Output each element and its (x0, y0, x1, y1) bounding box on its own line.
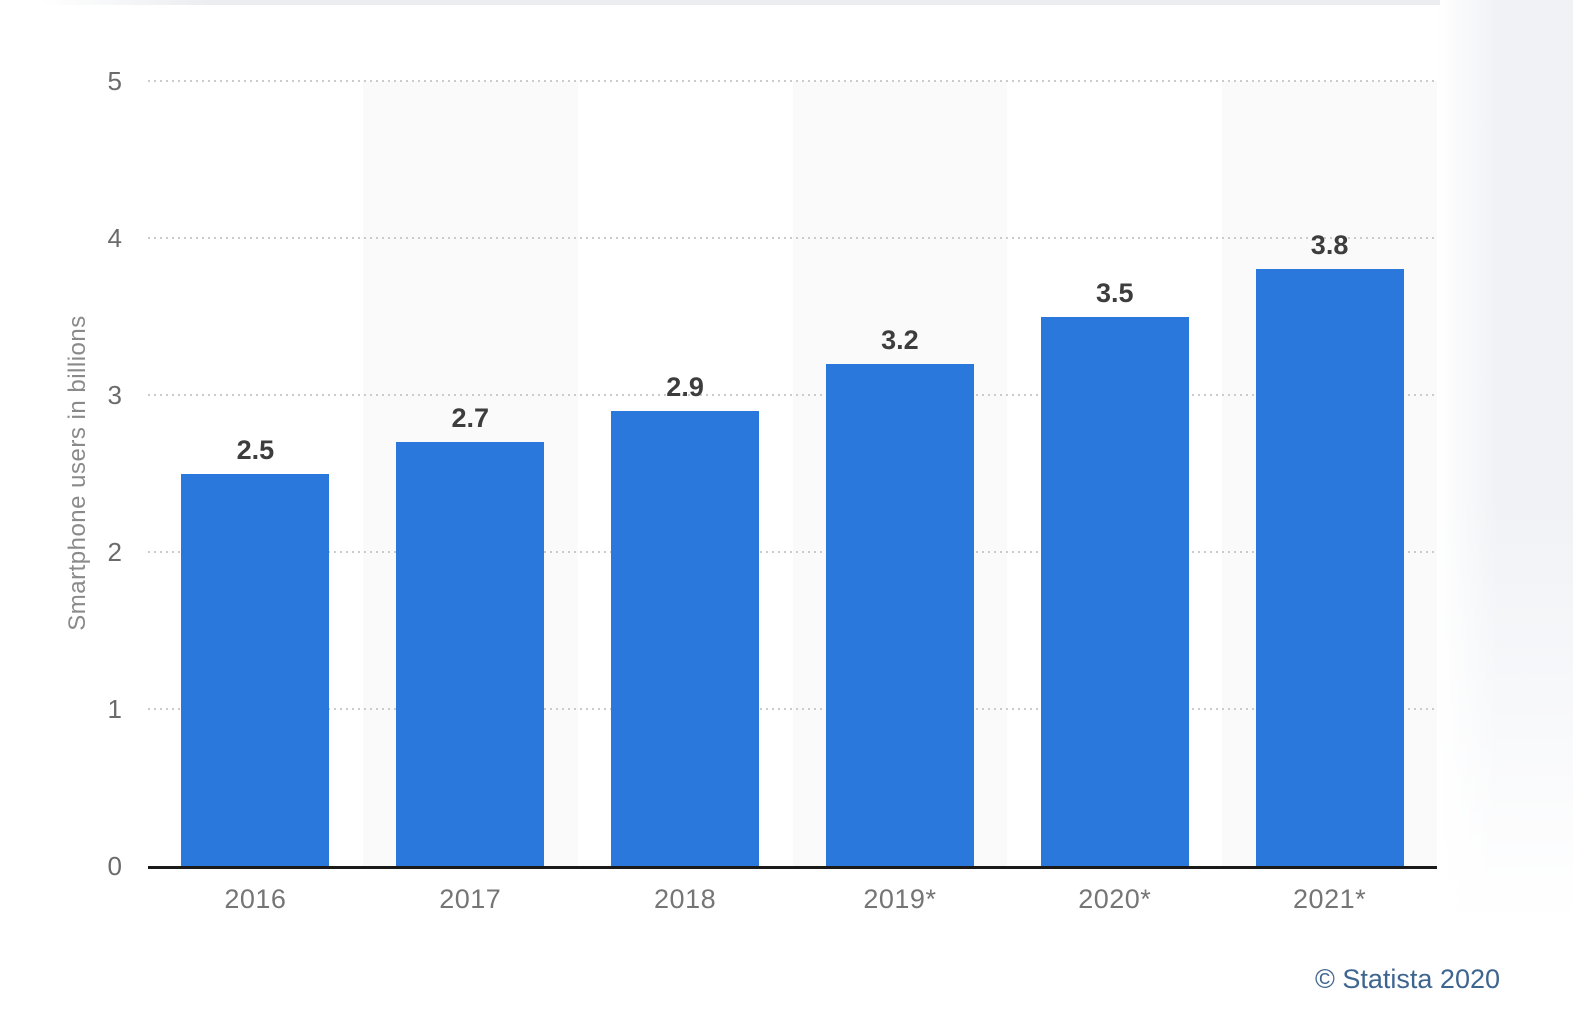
y-tick-label: 0 (107, 851, 122, 881)
chart-toolbar (1437, 0, 1573, 560)
y-axis-title: Smartphone users in billions (64, 315, 91, 631)
top-edge-shadow (40, 0, 1440, 5)
y-tick-label: 3 (107, 380, 122, 410)
x-tick-label: 2016 (224, 884, 287, 914)
value-label: 3.2 (881, 324, 919, 355)
bar-2017 (396, 442, 545, 866)
y-tick-label: 2 (107, 537, 122, 567)
bar-2016 (181, 473, 330, 866)
y-tick-label: 5 (107, 66, 122, 96)
gridline (148, 394, 1437, 396)
value-label: 2.9 (666, 371, 704, 402)
toolbar-background-strip (1437, 0, 1573, 960)
x-tick-label: 2018 (654, 884, 717, 914)
value-label: 3.8 (1310, 230, 1349, 261)
plot-area: 2.5 2.7 2.9 3.2 3.5 3.8 (148, 80, 1437, 866)
y-tick-label: 1 (107, 694, 122, 724)
x-tick-label: 2019* (863, 884, 937, 914)
x-tick-label: 2021* (1293, 884, 1367, 914)
y-tick-label: 4 (107, 223, 122, 253)
value-label: 2.5 (236, 434, 275, 465)
gridline (148, 708, 1437, 710)
x-tick-label: 2017 (439, 884, 502, 914)
bar-2021* (1255, 269, 1404, 866)
bar-2019* (825, 363, 974, 866)
value-label: 2.7 (451, 403, 490, 434)
gridline (148, 80, 1437, 82)
bar-2018 (611, 410, 760, 866)
copyright-notice: © Statista 2020 (1314, 964, 1500, 994)
x-tick-label: 2020* (1078, 884, 1152, 914)
gridline (148, 551, 1437, 553)
bar-2020* (1040, 316, 1189, 866)
gridline (148, 237, 1437, 239)
value-label: 3.5 (1095, 277, 1134, 308)
x-axis-line (148, 866, 1437, 869)
